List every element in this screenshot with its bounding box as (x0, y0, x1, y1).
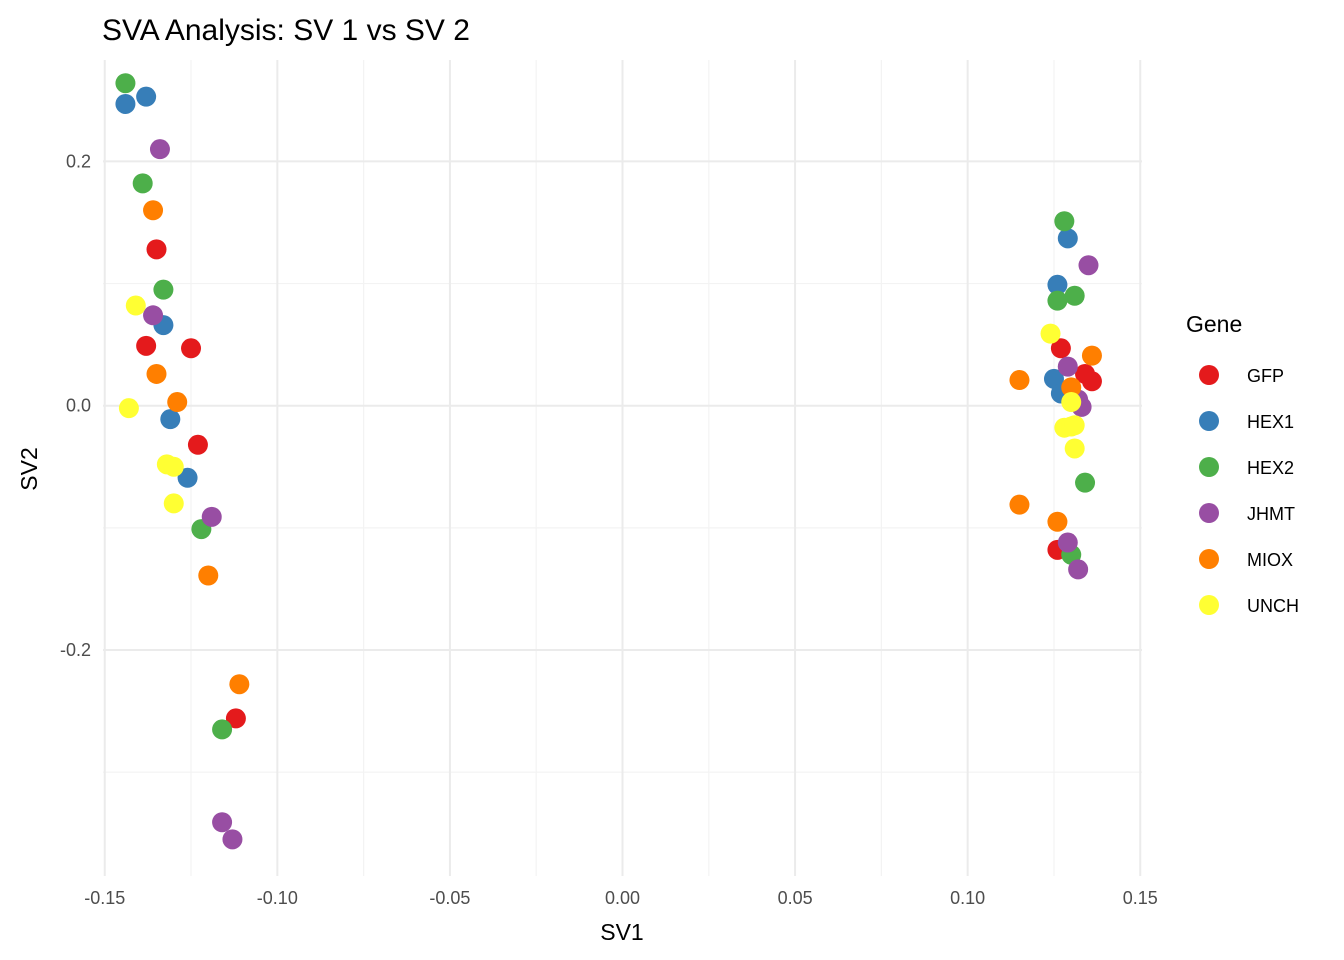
x-axis-title: SV1 (600, 919, 643, 945)
point-jhmt (1057, 356, 1078, 377)
point-hex2 (1064, 285, 1085, 306)
legend-key-unch (1199, 595, 1219, 615)
point-hex2 (1047, 290, 1068, 311)
legend-label-hex2: HEX2 (1247, 458, 1294, 478)
point-hex1 (160, 409, 181, 430)
legend-key-hex1 (1199, 411, 1219, 431)
y-tick-label: -0.2 (60, 640, 91, 660)
point-jhmt (1068, 559, 1089, 580)
point-miox (1009, 494, 1030, 515)
legend-key-jhmt (1199, 503, 1219, 523)
legend-label-unch: UNCH (1247, 596, 1299, 616)
point-unch (163, 456, 184, 477)
point-gfp (1050, 338, 1071, 359)
legend-label-gfp: GFP (1247, 366, 1284, 386)
x-tick-label: -0.10 (257, 888, 298, 908)
point-jhmt (1057, 532, 1078, 553)
point-unch (1064, 438, 1085, 459)
point-hex2 (115, 73, 136, 94)
point-miox (1047, 511, 1068, 532)
legend-key-hex2 (1199, 457, 1219, 477)
legend-key-miox (1199, 549, 1219, 569)
x-tick-label: 0.00 (605, 888, 640, 908)
major-gridlines (103, 60, 1142, 876)
point-miox (1081, 345, 1102, 366)
point-miox (229, 674, 250, 695)
point-hex1 (1057, 228, 1078, 249)
y-tick-label: 0.0 (66, 396, 91, 416)
legend-key-gfp (1199, 365, 1219, 385)
point-jhmt (222, 829, 243, 850)
point-jhmt (212, 812, 233, 833)
point-jhmt (143, 305, 164, 326)
point-gfp (146, 239, 167, 260)
point-gfp (187, 434, 208, 455)
legend-label-miox: MIOX (1247, 550, 1293, 570)
point-jhmt (149, 139, 170, 160)
point-miox (1061, 377, 1082, 398)
point-unch (118, 398, 139, 419)
point-hex2 (212, 719, 233, 740)
x-tick-label: 0.10 (950, 888, 985, 908)
point-miox (143, 200, 164, 221)
point-unch (163, 493, 184, 514)
point-gfp (1081, 371, 1102, 392)
x-tick-label: -0.05 (429, 888, 470, 908)
point-hex2 (153, 279, 174, 300)
y-tick-label: 0.2 (66, 151, 91, 171)
point-miox (167, 392, 188, 413)
point-miox (1009, 370, 1030, 391)
point-hex1 (1047, 274, 1068, 295)
legend-label-jhmt: JHMT (1247, 504, 1295, 524)
x-tick-label: 0.15 (1123, 888, 1158, 908)
point-unch (125, 295, 146, 316)
x-axis-ticks: -0.15 -0.10 -0.05 0.00 0.05 0.10 0.15 (84, 888, 1158, 908)
point-unch (1064, 415, 1085, 436)
point-miox (198, 565, 219, 586)
point-hex1 (136, 86, 157, 107)
data-points (115, 73, 1102, 850)
point-unch (1040, 323, 1061, 344)
x-tick-label: -0.15 (84, 888, 125, 908)
chart-title: SVA Analysis: SV 1 vs SV 2 (102, 14, 470, 47)
point-unch (1061, 392, 1082, 413)
y-axis-ticks: -0.2 0.0 0.2 (60, 151, 91, 660)
legend-title: Gene (1186, 311, 1242, 337)
x-tick-label: 0.05 (778, 888, 813, 908)
point-hex2 (132, 173, 153, 194)
point-gfp (136, 335, 157, 356)
legend: Gene GFP HEX1 HEX2 JHMT MIOX UNCH (1186, 311, 1299, 616)
point-gfp (225, 708, 246, 729)
point-miox (146, 363, 167, 384)
point-jhmt (1078, 255, 1099, 276)
y-axis-title: SV2 (16, 447, 42, 490)
point-hex1 (177, 467, 198, 488)
point-gfp (181, 338, 202, 359)
point-jhmt (201, 506, 222, 527)
point-hex1 (115, 93, 136, 114)
point-hex2 (1054, 211, 1075, 232)
point-hex2 (1075, 472, 1096, 493)
legend-label-hex1: HEX1 (1247, 412, 1294, 432)
